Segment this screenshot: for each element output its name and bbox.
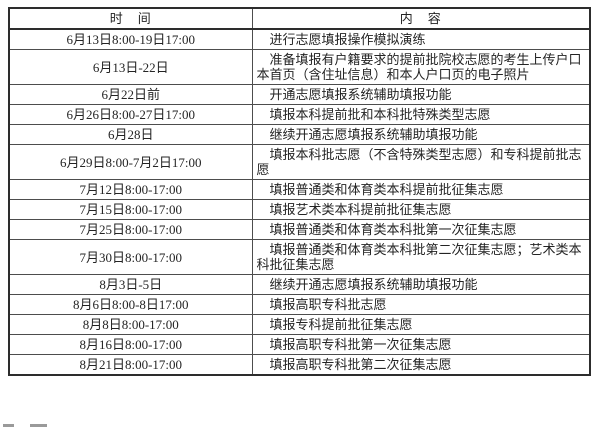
row-time: 6月13日8:00-19日17:00	[8, 28, 253, 50]
clipped-caption-fragment	[3, 423, 53, 428]
row-time: 6月22日前	[8, 84, 253, 105]
row-content: 继续开通志愿填报系统辅助填报功能	[251, 124, 591, 145]
table-row: 8月3日-5日 继续开通志愿填报系统辅助填报功能	[8, 274, 591, 295]
column-header-content: 内 容	[251, 7, 591, 30]
table-row: 6月28日 继续开通志愿填报系统辅助填报功能	[8, 124, 591, 145]
row-time: 6月28日	[8, 124, 253, 145]
row-time: 8月21日8:00-17:00	[8, 354, 253, 376]
row-time: 8月3日-5日	[8, 274, 253, 295]
table-row: 6月29日8:00-7月2日17:00 填报本科批志愿（不含特殊类型志愿）和专科…	[8, 144, 591, 180]
table-row: 7月15日8:00-17:00 填报艺术类本科提前批征集志愿	[8, 199, 591, 220]
row-content: 填报普通类和体育类本科提前批征集志愿	[251, 179, 591, 200]
table-row: 6月26日8:00-27日17:00 填报本科提前批和本科批特殊类型志愿	[8, 104, 591, 125]
table-row: 6月22日前 开通志愿填报系统辅助填报功能	[8, 84, 591, 105]
row-time: 8月6日8:00-8日17:00	[8, 294, 253, 315]
table-row: 7月12日8:00-17:00 填报普通类和体育类本科提前批征集志愿	[8, 179, 591, 200]
row-time: 6月26日8:00-27日17:00	[8, 104, 253, 125]
row-content: 填报艺术类本科提前批征集志愿	[251, 199, 591, 220]
row-time: 7月12日8:00-17:00	[8, 179, 253, 200]
row-content: 填报高职专科批志愿	[251, 294, 591, 315]
row-content: 开通志愿填报系统辅助填报功能	[251, 84, 591, 105]
table-row: 6月13日-22日 准备填报有户籍要求的提前批院校志愿的考生上传户口本首页（含住…	[8, 49, 591, 85]
row-content: 填报普通类和体育类本科批第二次征集志愿；艺术类本科批征集志愿	[251, 239, 591, 275]
table-row: 6月13日8:00-19日17:00 进行志愿填报操作模拟演练	[8, 28, 591, 50]
table-row: 7月25日8:00-17:00 填报普通类和体育类本科批第一次征集志愿	[8, 219, 591, 240]
row-content: 继续开通志愿填报系统辅助填报功能	[251, 274, 591, 295]
row-content: 填报高职专科批第一次征集志愿	[251, 334, 591, 355]
table-row: 8月6日8:00-8日17:00 填报高职专科批志愿	[8, 294, 591, 315]
row-time: 6月13日-22日	[8, 49, 253, 85]
row-content: 填报高职专科批第二次征集志愿	[251, 354, 591, 376]
header-row: 时 间 内 容	[8, 7, 591, 30]
row-content: 填报专科提前批征集志愿	[251, 314, 591, 335]
row-content: 准备填报有户籍要求的提前批院校志愿的考生上传户口本首页（含住址信息）和本人户口页…	[251, 49, 591, 85]
row-time: 8月16日8:00-17:00	[8, 334, 253, 355]
column-header-time: 时 间	[8, 7, 253, 30]
row-time: 6月29日8:00-7月2日17:00	[8, 144, 253, 180]
row-time: 7月25日8:00-17:00	[8, 219, 253, 240]
row-time: 7月30日8:00-17:00	[8, 239, 253, 275]
table-row: 7月30日8:00-17:00 填报普通类和体育类本科批第二次征集志愿；艺术类本…	[8, 239, 591, 275]
row-content: 填报本科提前批和本科批特殊类型志愿	[251, 104, 591, 125]
schedule-table-body: 6月13日8:00-19日17:00 进行志愿填报操作模拟演练 6月13日-22…	[8, 28, 591, 376]
row-time: 8月8日8:00-17:00	[8, 314, 253, 335]
table-row: 8月21日8:00-17:00 填报高职专科批第二次征集志愿	[8, 354, 591, 376]
table-row: 8月16日8:00-17:00 填报高职专科批第一次征集志愿	[8, 334, 591, 355]
schedule-table: 时 间 内 容 6月13日8:00-19日17:00 进行志愿填报操作模拟演练 …	[8, 7, 591, 376]
table-row: 8月8日8:00-17:00 填报专科提前批征集志愿	[8, 314, 591, 335]
row-time: 7月15日8:00-17:00	[8, 199, 253, 220]
schedule-table-header: 时 间 内 容	[8, 7, 591, 30]
row-content: 填报普通类和体育类本科批第一次征集志愿	[251, 219, 591, 240]
row-content: 进行志愿填报操作模拟演练	[251, 28, 591, 50]
row-content: 填报本科批志愿（不含特殊类型志愿）和专科提前批志愿	[251, 144, 591, 180]
